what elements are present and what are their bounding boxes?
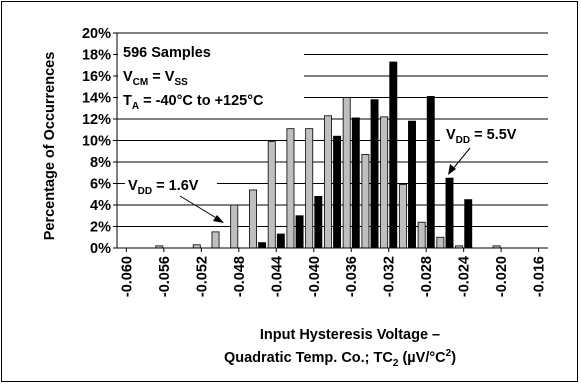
bar — [445, 177, 454, 249]
bar — [211, 231, 220, 249]
y-tick-label: 18% — [82, 48, 111, 64]
y-tick-label: 20% — [82, 26, 111, 42]
bar — [398, 184, 407, 249]
y-tick-label: 8% — [90, 155, 111, 171]
bar — [380, 116, 389, 249]
bar — [464, 199, 473, 249]
bar — [230, 204, 239, 249]
y-tick-label: 6% — [90, 177, 111, 193]
bar — [389, 61, 398, 249]
y-tick-labels: 0% 2% 4% 6% 8% 10% 12% 14% 16% 18% 20% — [82, 26, 111, 257]
bar — [408, 120, 416, 249]
vdd-low-arrowhead — [213, 215, 224, 223]
x-tick-label: -0.060 — [119, 256, 135, 297]
bar — [314, 195, 323, 249]
x-tick-label: -0.044 — [269, 256, 285, 297]
x-tick-label: -0.028 — [419, 256, 435, 297]
bar — [361, 154, 370, 249]
vdd-high-arrowhead — [448, 164, 456, 175]
bar — [342, 97, 351, 249]
y-tick-label: 12% — [82, 112, 111, 128]
x-axis-label-line2: Quadratic Temp. Co.; TC2 (µV/°C2) — [224, 348, 456, 369]
bars — [155, 61, 501, 249]
x-tick-label: -0.020 — [494, 256, 510, 297]
x-tick-label: -0.024 — [457, 256, 473, 297]
vdd-high-label-bg — [440, 122, 550, 147]
x-axis-label-line1: Input Hysteresis Voltage – — [260, 327, 440, 343]
bar — [333, 135, 342, 249]
y-tick-label: 10% — [82, 134, 111, 150]
x-tick-label: -0.036 — [344, 256, 360, 297]
vcm-annotation: VCM = VSS — [123, 69, 188, 88]
bar — [295, 215, 304, 249]
x-tick-label: -0.016 — [532, 256, 548, 297]
samples-annotation: 596 Samples — [123, 45, 211, 61]
x-tick-label: -0.032 — [382, 256, 398, 297]
bar — [370, 99, 379, 249]
x-tick-label: -0.048 — [232, 256, 248, 297]
x-tick-label: -0.040 — [307, 256, 323, 297]
x-tick-label: -0.056 — [157, 256, 173, 297]
y-tick-label: 16% — [82, 69, 111, 85]
bar — [417, 221, 426, 249]
vdd-high-annotation: VDD = 5.5V — [446, 127, 517, 146]
y-tick-label: 2% — [90, 220, 111, 236]
annotation-box — [118, 38, 304, 112]
bar — [276, 233, 285, 249]
y-tick-label: 0% — [90, 241, 111, 257]
bar — [249, 189, 257, 249]
x-tick-labels: -0.060 -0.056 -0.052 -0.048 -0.044 -0.040 -0.0… — [119, 256, 547, 297]
bar — [351, 117, 360, 249]
vdd-high-arrow — [451, 147, 471, 171]
y-tick-label: 14% — [82, 91, 111, 107]
vdd-low-annotation: VDD = 1.6V — [128, 178, 199, 197]
bar — [426, 96, 435, 249]
bar — [258, 242, 267, 249]
bar — [323, 115, 332, 249]
bar — [436, 236, 445, 249]
vdd-low-label-bg — [125, 171, 217, 195]
bar — [305, 128, 314, 249]
bar — [286, 128, 295, 249]
vdd-low-arrow — [179, 195, 219, 220]
axes — [113, 32, 548, 252]
ta-annotation: TA = -40°C to +125°C — [123, 93, 264, 112]
y-tick-label: 4% — [90, 198, 111, 214]
bar — [267, 141, 276, 249]
y-axis-label: Percentage of Occurrences — [42, 52, 58, 241]
x-tick-label: -0.052 — [194, 256, 210, 297]
